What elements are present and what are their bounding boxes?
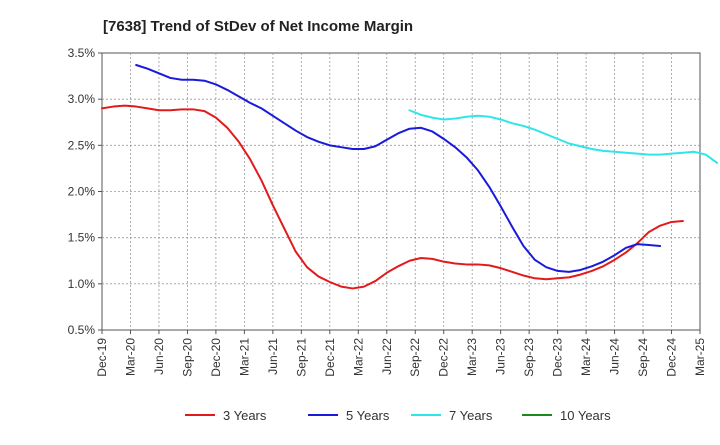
x-tick-label: Mar-23 bbox=[465, 338, 479, 376]
x-tick-label: Jun-21 bbox=[266, 338, 280, 375]
chart-title: [7638] Trend of StDev of Net Income Marg… bbox=[103, 18, 413, 35]
y-axis-ticks: 3.5% 3.0% 2.5% 2.0% 1.5% 1.0% 0.5% bbox=[68, 46, 102, 337]
y-tick-label: 2.5% bbox=[68, 138, 96, 152]
y-tick-label: 1.5% bbox=[68, 231, 96, 245]
x-tick-label: Dec-20 bbox=[209, 338, 223, 377]
x-tick-label: Mar-20 bbox=[123, 338, 137, 376]
x-tick-label: Dec-23 bbox=[551, 338, 565, 377]
y-tick-label: 3.0% bbox=[68, 92, 96, 106]
legend-label: 7 Years bbox=[449, 408, 493, 423]
x-tick-label: Mar-24 bbox=[579, 338, 593, 376]
x-tick-label: Mar-22 bbox=[351, 338, 365, 376]
x-tick-label: Sep-24 bbox=[636, 338, 650, 377]
y-tick-label: 3.5% bbox=[68, 46, 96, 60]
series-line-7-years bbox=[408, 109, 719, 164]
y-tick-label: 1.0% bbox=[68, 277, 96, 291]
x-tick-label: Sep-20 bbox=[180, 338, 194, 377]
x-tick-label: Jun-24 bbox=[608, 338, 622, 375]
x-tick-label: Sep-22 bbox=[408, 338, 422, 377]
x-tick-label: Dec-22 bbox=[437, 338, 451, 377]
y-tick-label: 0.5% bbox=[68, 323, 96, 337]
plot-area bbox=[101, 52, 701, 331]
x-tick-label: Jun-20 bbox=[152, 338, 166, 375]
x-axis-ticks: Dec-19 Mar-20 Jun-20 Sep-20 Dec-20 Mar-21 Jun-… bbox=[95, 330, 707, 377]
series-line-5-years bbox=[135, 64, 662, 273]
legend-label: 3 Years bbox=[223, 408, 267, 423]
y-tick-label: 2.0% bbox=[68, 185, 96, 199]
x-tick-label: Sep-21 bbox=[294, 338, 308, 377]
legend-label: 10 Years bbox=[560, 408, 611, 423]
x-tick-label: Mar-25 bbox=[693, 338, 707, 376]
x-tick-label: Dec-19 bbox=[95, 338, 109, 377]
series-lines bbox=[101, 64, 719, 290]
series-line-3-years bbox=[101, 104, 684, 290]
legend-label: 5 Years bbox=[346, 408, 390, 423]
x-tick-label: Dec-21 bbox=[323, 338, 337, 377]
x-tick-label: Jun-22 bbox=[380, 338, 394, 375]
x-tick-label: Dec-24 bbox=[665, 338, 679, 377]
x-tick-label: Jun-23 bbox=[494, 338, 508, 375]
x-tick-label: Sep-23 bbox=[522, 338, 536, 377]
x-tick-label: Mar-21 bbox=[237, 338, 251, 376]
legend: 3 Years 5 Years 7 Years 10 Years bbox=[185, 408, 611, 423]
